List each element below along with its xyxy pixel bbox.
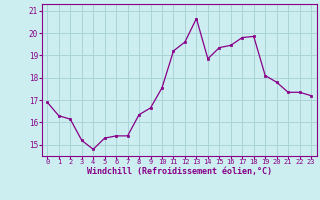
X-axis label: Windchill (Refroidissement éolien,°C): Windchill (Refroidissement éolien,°C) [87, 167, 272, 176]
